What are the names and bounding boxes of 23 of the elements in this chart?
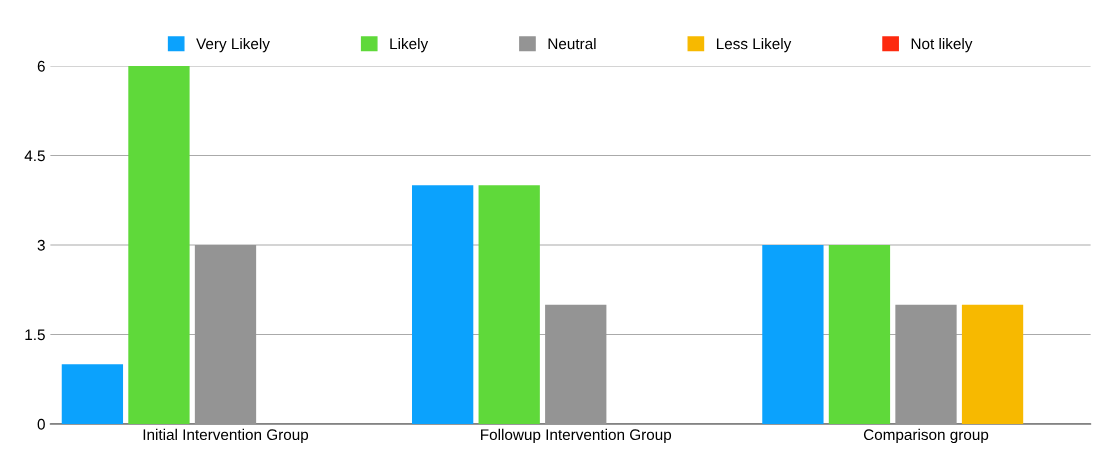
- bar: [828, 244, 891, 424]
- bar: [478, 185, 540, 424]
- bar: [194, 244, 257, 424]
- bar: [762, 244, 824, 424]
- bar: [412, 185, 474, 424]
- bar: [961, 304, 1024, 424]
- x-tick-label: Comparison group: [863, 428, 989, 444]
- y-tick-label: 6: [37, 60, 45, 72]
- y-tick-label: 3: [37, 239, 45, 251]
- legend-label: Neutral: [548, 38, 596, 50]
- x-tick-label: Followup Intervention Group: [481, 428, 672, 444]
- y-tick-label: 1.5: [25, 329, 45, 341]
- y-tick-label: 4.5: [24, 150, 45, 162]
- bar: [895, 304, 957, 424]
- x-tick-label: Initial Intervention Group: [143, 428, 309, 444]
- bar: [128, 65, 190, 424]
- legend-label: Not likely: [911, 38, 973, 53]
- bar: [545, 304, 607, 424]
- legend-label: Very Likely: [196, 38, 270, 53]
- bar: [61, 364, 124, 424]
- legend-label: Less Likely: [716, 38, 792, 53]
- legend-label: Likely: [390, 38, 429, 53]
- y-tick-label: 0: [37, 418, 45, 430]
